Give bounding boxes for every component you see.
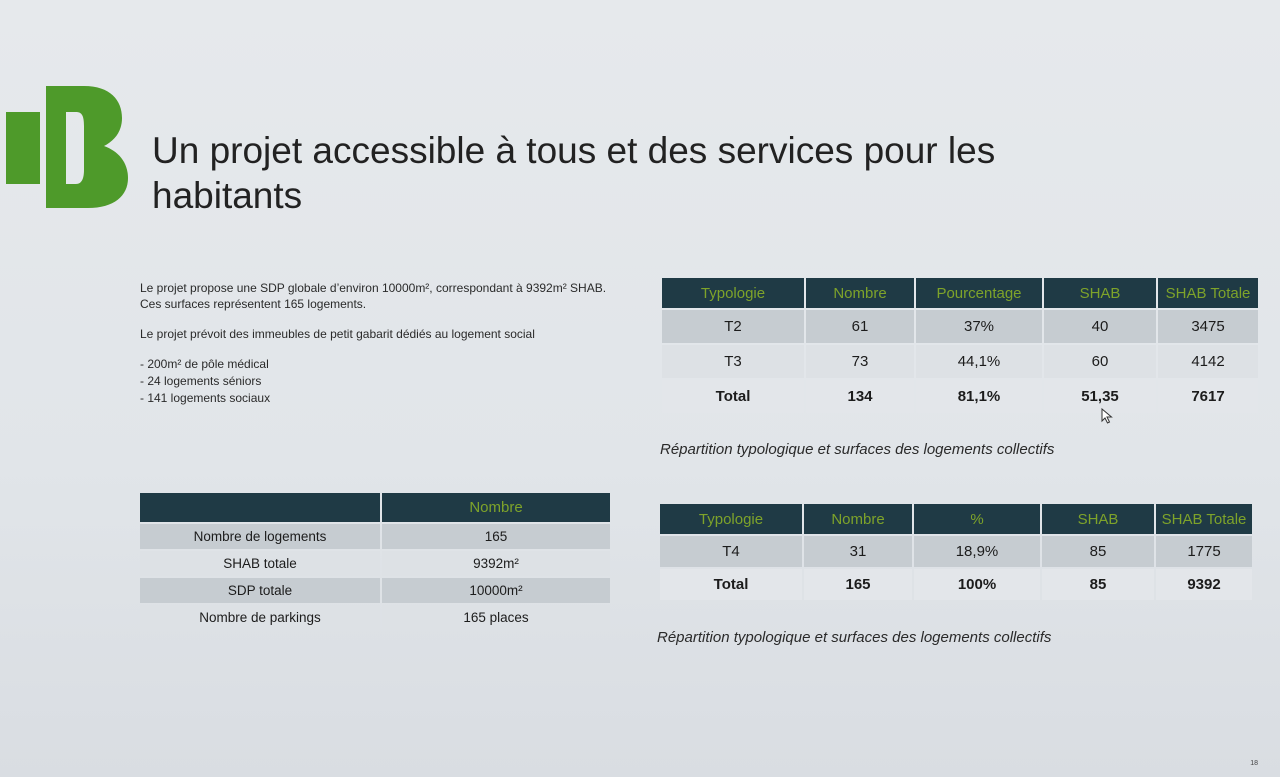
table-row: SDP totale 10000m² bbox=[140, 578, 610, 603]
list-item: - 141 logements sociaux bbox=[140, 391, 271, 405]
table-cell: 31 bbox=[804, 536, 912, 567]
intro-paragraph: Le projet propose une SDP globale d’envi… bbox=[140, 281, 607, 311]
table-cell: T4 bbox=[660, 536, 802, 567]
typology-table-t4: Typologie Nombre % SHAB SHAB Totale T4 3… bbox=[658, 502, 1254, 602]
table-cell: 85 bbox=[1042, 569, 1154, 600]
list-item: - 24 logements séniors bbox=[140, 374, 262, 388]
table-header-cell bbox=[140, 493, 380, 522]
table-cell: 165 places bbox=[382, 605, 610, 630]
page-title: Un projet accessible à tous et des servi… bbox=[152, 130, 996, 216]
table-cell: 73 bbox=[806, 345, 914, 378]
table-total-row: Total 165 100% 85 9392 bbox=[660, 569, 1252, 600]
intro-text: Le projet propose une SDP globale d’envi… bbox=[140, 280, 610, 407]
table-row: T2 61 37% 40 3475 bbox=[662, 310, 1258, 343]
intro-paragraph: Le projet prévoit des immeubles de petit… bbox=[140, 327, 535, 341]
table-cell: 51,35 bbox=[1044, 380, 1156, 413]
table-cell: 85 bbox=[1042, 536, 1154, 567]
mouse-pointer-icon bbox=[1101, 408, 1113, 424]
table-cell: Nombre de parkings bbox=[140, 605, 380, 630]
typology-table-collectifs: Typologie Nombre Pourcentage SHAB SHAB T… bbox=[660, 276, 1260, 415]
table-header-cell: SHAB Totale bbox=[1156, 504, 1252, 534]
table-cell: 134 bbox=[806, 380, 914, 413]
table-header-cell: SHAB Totale bbox=[1158, 278, 1258, 308]
table-header-row: Typologie Nombre % SHAB SHAB Totale bbox=[660, 504, 1252, 534]
table-cell: SHAB totale bbox=[140, 551, 380, 576]
table-cell: 165 bbox=[804, 569, 912, 600]
table-cell: 9392 bbox=[1156, 569, 1252, 600]
table-cell: SDP totale bbox=[140, 578, 380, 603]
table-cell: 81,1% bbox=[916, 380, 1042, 413]
table-cell: 18,9% bbox=[914, 536, 1040, 567]
intro-bullet-list: - 200m² de pôle médical - 24 logements s… bbox=[140, 356, 610, 407]
list-item: - 200m² de pôle médical bbox=[140, 357, 269, 371]
table-cell: 9392m² bbox=[382, 551, 610, 576]
table-header-cell: Nombre bbox=[382, 493, 610, 522]
table-row: Nombre de parkings 165 places bbox=[140, 605, 610, 630]
summary-table: Nombre Nombre de logements 165 SHAB tota… bbox=[138, 491, 612, 632]
table-cell: Total bbox=[662, 380, 804, 413]
table-header-row: Typologie Nombre Pourcentage SHAB SHAB T… bbox=[662, 278, 1258, 308]
table-header-cell: SHAB bbox=[1042, 504, 1154, 534]
table-cell: 10000m² bbox=[382, 578, 610, 603]
table-cell: 1775 bbox=[1156, 536, 1252, 567]
table-cell: 100% bbox=[914, 569, 1040, 600]
table-cell: 3475 bbox=[1158, 310, 1258, 343]
table-row: T4 31 18,9% 85 1775 bbox=[660, 536, 1252, 567]
table-cell: 60 bbox=[1044, 345, 1156, 378]
table-cell: T2 bbox=[662, 310, 804, 343]
table-header-cell: Nombre bbox=[806, 278, 914, 308]
table-cell: 4142 bbox=[1158, 345, 1258, 378]
table-row: Nombre de logements 165 bbox=[140, 524, 610, 549]
table-header-cell: % bbox=[914, 504, 1040, 534]
table-header-cell: Typologie bbox=[660, 504, 802, 534]
table-cell: 7617 bbox=[1158, 380, 1258, 413]
table-row: SHAB totale 9392m² bbox=[140, 551, 610, 576]
table-cell: Nombre de logements bbox=[140, 524, 380, 549]
table-header-cell: Typologie bbox=[662, 278, 804, 308]
table-caption: Répartition typologique et surfaces des … bbox=[657, 629, 1052, 646]
table-cell: Total bbox=[660, 569, 802, 600]
table-row: T3 73 44,1% 60 4142 bbox=[662, 345, 1258, 378]
table-caption: Répartition typologique et surfaces des … bbox=[660, 441, 1055, 458]
table-cell: 165 bbox=[382, 524, 610, 549]
table-header-cell: Nombre bbox=[804, 504, 912, 534]
table-cell: 40 bbox=[1044, 310, 1156, 343]
page-number: 18 bbox=[1250, 760, 1258, 767]
table-cell: 37% bbox=[916, 310, 1042, 343]
table-header-cell: Pourcentage bbox=[916, 278, 1042, 308]
table-cell: 61 bbox=[806, 310, 914, 343]
logo-icon bbox=[6, 86, 128, 208]
table-cell: T3 bbox=[662, 345, 804, 378]
table-header-row: Nombre bbox=[140, 493, 610, 522]
table-total-row: Total 134 81,1% 51,35 7617 bbox=[662, 380, 1258, 413]
table-cell: 44,1% bbox=[916, 345, 1042, 378]
table-header-cell: SHAB bbox=[1044, 278, 1156, 308]
